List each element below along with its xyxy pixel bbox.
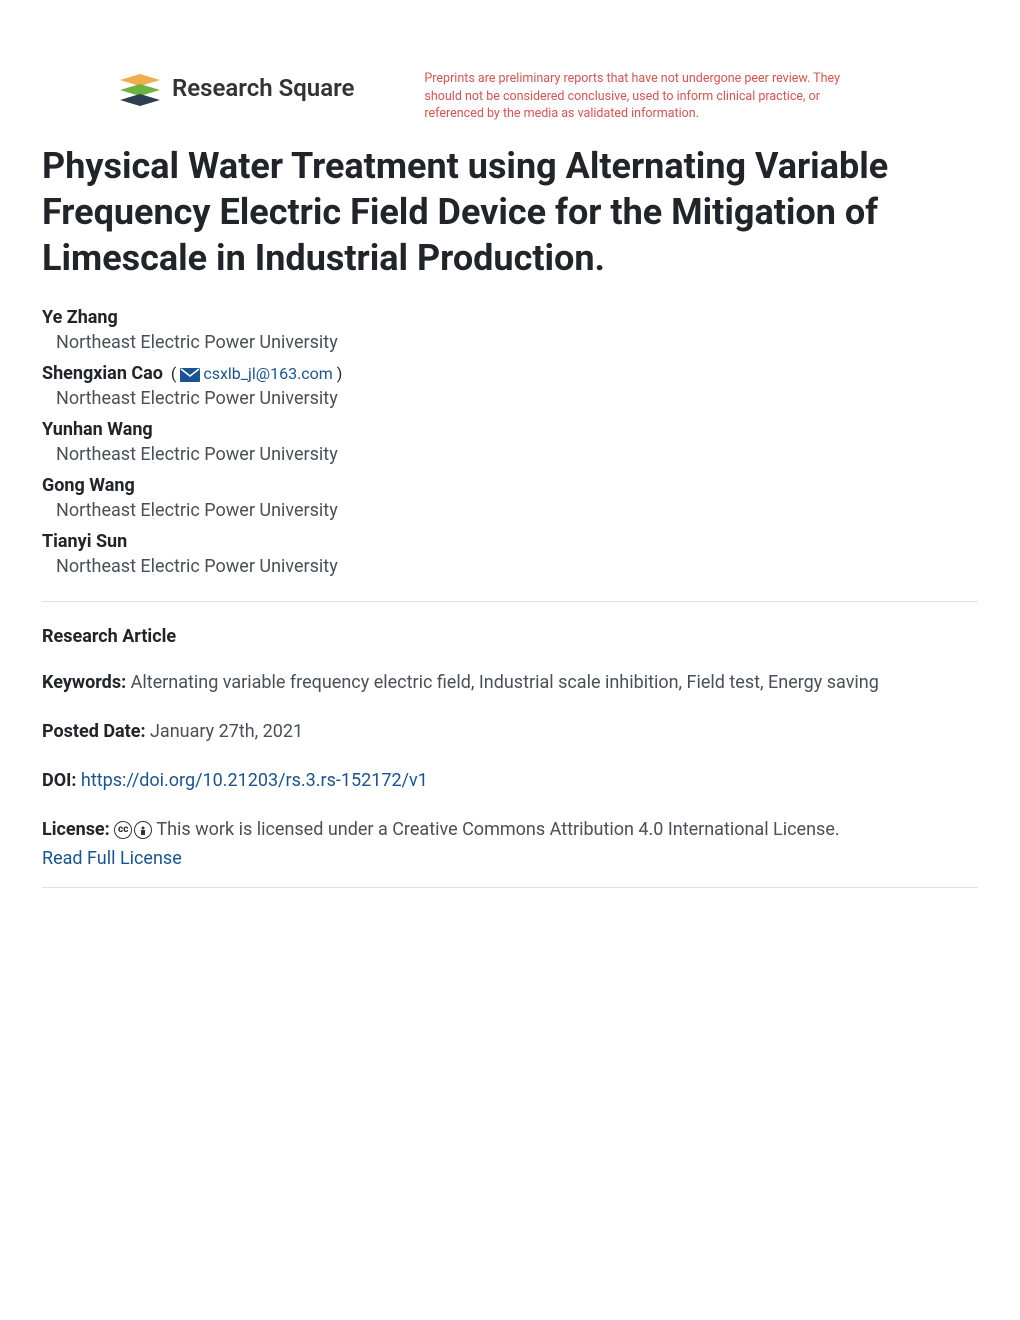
- envelope-icon: [180, 368, 200, 382]
- author-affiliation: Northeast Electric Power University: [42, 388, 978, 409]
- license-row: License: cc This work is licensed under …: [42, 816, 978, 889]
- authors-section: Ye Zhang Northeast Electric Power Univers…: [42, 307, 978, 602]
- author-block: Shengxian Cao ( csxlb_jl@163.com ) Northe…: [42, 363, 978, 409]
- cc-icon: cc: [114, 821, 132, 839]
- doi-row: DOI: https://doi.org/10.21203/rs.3.rs-15…: [42, 767, 978, 794]
- author-affiliation: Northeast Electric Power University: [42, 500, 978, 521]
- header: Research Square Preprints are preliminar…: [42, 70, 978, 123]
- author-name: Tianyi Sun: [42, 531, 127, 552]
- paper-title: Physical Water Treatment using Alternati…: [42, 143, 978, 281]
- author-affiliation: Northeast Electric Power University: [42, 332, 978, 353]
- cc-icons: cc: [114, 821, 152, 839]
- license-label: License:: [42, 819, 110, 840]
- article-type: Research Article: [42, 626, 978, 647]
- author-block: Yunhan Wang Northeast Electric Power Univ…: [42, 419, 978, 465]
- logo-text: Research Square: [172, 74, 354, 102]
- author-block: Ye Zhang Northeast Electric Power Univers…: [42, 307, 978, 353]
- author-name: Shengxian Cao: [42, 363, 163, 384]
- keywords-value: Alternating variable frequency electric …: [131, 672, 879, 693]
- keywords-row: Keywords: Alternating variable frequency…: [42, 669, 978, 696]
- posted-date-label: Posted Date:: [42, 721, 146, 742]
- license-link[interactable]: Read Full License: [42, 848, 182, 869]
- research-square-icon: [118, 70, 162, 106]
- author-name: Ye Zhang: [42, 307, 118, 328]
- preprint-disclaimer: Preprints are preliminary reports that h…: [424, 70, 864, 123]
- doi-link[interactable]: https://doi.org/10.21203/rs.3.rs-152172/…: [81, 770, 428, 791]
- license-text: This work is licensed under a Creative C…: [156, 819, 839, 840]
- logo: Research Square: [42, 70, 354, 106]
- posted-date-value: January 27th, 2021: [150, 721, 303, 742]
- author-name: Gong Wang: [42, 475, 135, 496]
- author-affiliation: Northeast Electric Power University: [42, 444, 978, 465]
- author-block: Tianyi Sun Northeast Electric Power Unive…: [42, 531, 978, 577]
- cc-by-icon: [134, 821, 152, 839]
- email-link[interactable]: csxlb_jl@163.com: [203, 364, 332, 383]
- doi-label: DOI:: [42, 770, 76, 791]
- author-name: Yunhan Wang: [42, 419, 153, 440]
- author-block: Gong Wang Northeast Electric Power Univer…: [42, 475, 978, 521]
- posted-date-row: Posted Date: January 27th, 2021: [42, 718, 978, 745]
- keywords-label: Keywords:: [42, 672, 126, 693]
- author-affiliation: Northeast Electric Power University: [42, 556, 978, 577]
- corresponding-author-email: ( csxlb_jl@163.com ): [163, 364, 342, 383]
